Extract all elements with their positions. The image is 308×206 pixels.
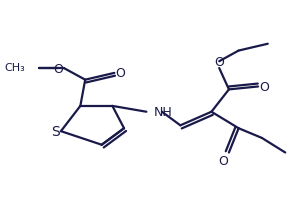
Text: NH: NH [154, 106, 173, 119]
Text: O: O [259, 81, 269, 94]
Text: CH₃: CH₃ [4, 63, 25, 73]
Text: O: O [115, 67, 125, 80]
Text: O: O [53, 62, 63, 75]
Text: S: S [51, 125, 59, 138]
Text: O: O [214, 55, 224, 68]
Text: O: O [218, 154, 228, 167]
